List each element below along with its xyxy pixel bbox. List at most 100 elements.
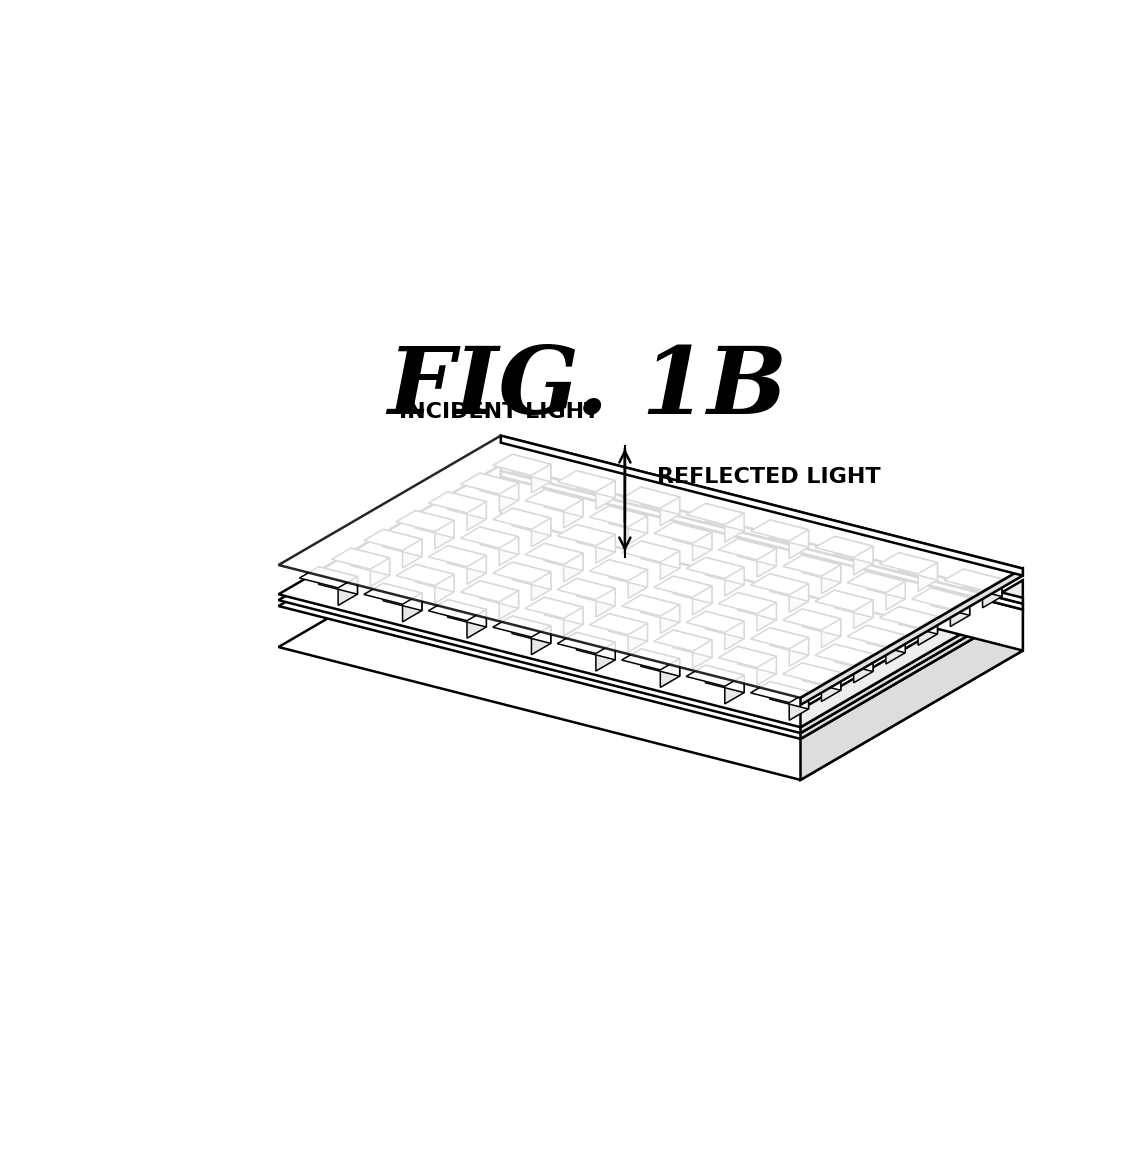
Polygon shape xyxy=(756,603,777,631)
Polygon shape xyxy=(899,606,937,634)
Polygon shape xyxy=(725,621,744,649)
Polygon shape xyxy=(622,541,680,562)
Polygon shape xyxy=(532,572,551,600)
Polygon shape xyxy=(499,482,518,512)
Polygon shape xyxy=(706,666,744,693)
Polygon shape xyxy=(802,555,841,583)
Polygon shape xyxy=(751,627,808,648)
Polygon shape xyxy=(558,578,615,599)
Polygon shape xyxy=(279,465,1023,728)
Polygon shape xyxy=(403,593,422,621)
Polygon shape xyxy=(609,506,647,534)
Polygon shape xyxy=(737,592,777,620)
Polygon shape xyxy=(364,583,422,604)
Polygon shape xyxy=(911,588,970,609)
Polygon shape xyxy=(396,510,454,531)
Polygon shape xyxy=(622,648,680,670)
Polygon shape xyxy=(782,609,841,630)
Polygon shape xyxy=(886,635,905,665)
Polygon shape xyxy=(558,632,615,653)
Polygon shape xyxy=(641,541,680,569)
Polygon shape xyxy=(467,501,487,530)
Polygon shape xyxy=(544,543,583,571)
Polygon shape xyxy=(525,543,583,564)
Polygon shape xyxy=(686,611,744,632)
Polygon shape xyxy=(660,496,680,526)
Polygon shape xyxy=(834,590,873,618)
Text: INCIDENT LIGHT: INCIDENT LIGHT xyxy=(400,402,599,422)
Polygon shape xyxy=(802,609,841,637)
Polygon shape xyxy=(596,535,615,563)
Polygon shape xyxy=(563,607,583,635)
Polygon shape xyxy=(448,599,487,627)
Polygon shape xyxy=(834,536,873,564)
Polygon shape xyxy=(718,646,777,668)
Polygon shape xyxy=(756,549,777,577)
Polygon shape xyxy=(706,557,744,585)
Polygon shape xyxy=(499,591,518,619)
Polygon shape xyxy=(654,522,712,543)
Polygon shape xyxy=(499,537,518,565)
Polygon shape xyxy=(609,559,647,588)
Polygon shape xyxy=(383,583,422,611)
Polygon shape xyxy=(673,576,712,604)
Polygon shape xyxy=(492,562,551,583)
Polygon shape xyxy=(428,545,487,566)
Polygon shape xyxy=(513,562,551,590)
Polygon shape xyxy=(577,524,615,552)
Polygon shape xyxy=(577,632,615,660)
Polygon shape xyxy=(370,558,390,586)
Polygon shape xyxy=(660,551,680,579)
Polygon shape xyxy=(789,638,808,667)
Polygon shape xyxy=(480,473,518,500)
Polygon shape xyxy=(628,624,647,652)
Polygon shape xyxy=(641,595,680,623)
Polygon shape xyxy=(448,492,487,520)
Polygon shape xyxy=(525,597,583,618)
Polygon shape xyxy=(686,557,744,578)
Polygon shape xyxy=(718,592,777,613)
Polygon shape xyxy=(751,520,808,541)
Polygon shape xyxy=(596,642,615,672)
Polygon shape xyxy=(822,673,841,702)
Polygon shape xyxy=(706,503,744,531)
Polygon shape xyxy=(789,691,808,721)
Polygon shape xyxy=(563,499,583,528)
Polygon shape xyxy=(628,570,647,598)
Polygon shape xyxy=(692,640,712,669)
Polygon shape xyxy=(815,644,873,666)
Polygon shape xyxy=(789,584,808,612)
Polygon shape xyxy=(944,569,1001,590)
Polygon shape xyxy=(725,514,744,542)
Polygon shape xyxy=(879,606,937,627)
Polygon shape xyxy=(802,663,841,690)
Polygon shape xyxy=(654,630,712,651)
Polygon shape xyxy=(415,564,454,592)
Polygon shape xyxy=(800,598,1023,734)
Polygon shape xyxy=(918,563,937,591)
Polygon shape xyxy=(596,589,615,617)
Polygon shape xyxy=(725,568,744,596)
Polygon shape xyxy=(435,521,454,549)
Polygon shape xyxy=(706,611,744,639)
Polygon shape xyxy=(448,545,487,573)
Polygon shape xyxy=(641,487,680,515)
Polygon shape xyxy=(951,598,970,626)
Polygon shape xyxy=(299,566,358,588)
Polygon shape xyxy=(492,508,551,529)
Polygon shape xyxy=(279,477,1023,739)
Polygon shape xyxy=(800,580,1023,728)
Polygon shape xyxy=(501,465,1023,604)
Polygon shape xyxy=(415,510,454,538)
Polygon shape xyxy=(525,489,583,510)
Polygon shape xyxy=(770,573,808,602)
Polygon shape xyxy=(435,575,454,603)
Polygon shape xyxy=(403,540,422,568)
Polygon shape xyxy=(428,599,487,620)
Polygon shape xyxy=(737,646,777,674)
Polygon shape xyxy=(854,654,873,683)
Polygon shape xyxy=(789,530,808,558)
Polygon shape xyxy=(577,471,615,498)
Polygon shape xyxy=(467,556,487,584)
Polygon shape xyxy=(822,619,841,647)
